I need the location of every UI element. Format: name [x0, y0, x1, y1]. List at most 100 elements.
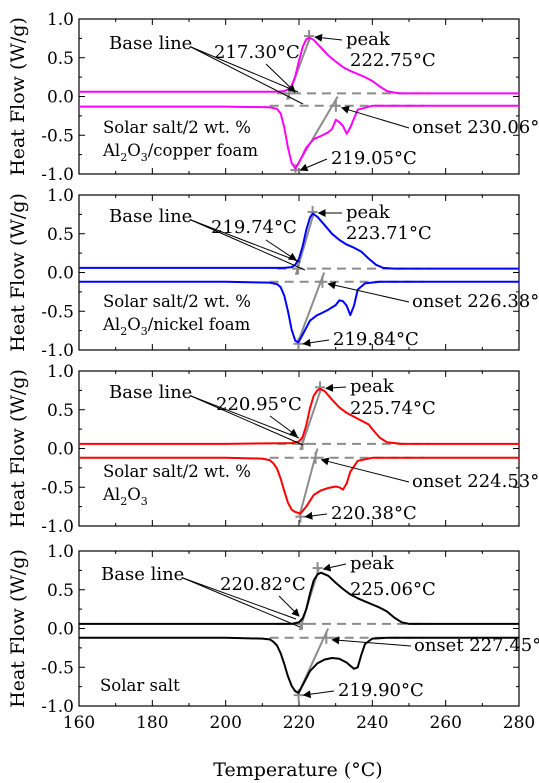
- y-tick-label: 1.0: [47, 10, 74, 30]
- sample-label-line: Al2O3/nickel foam: [102, 315, 251, 338]
- baseline-pointer: [190, 395, 300, 439]
- y-tick-label: -0.5: [41, 478, 74, 498]
- y-tick-label: 0.5: [47, 225, 74, 245]
- y-tick-label: 1.0: [47, 542, 74, 562]
- series-line-cooling: [79, 104, 519, 170]
- cooling-onset-label: onset 227.45°C: [414, 635, 539, 656]
- cooling-onset-arrow: [331, 636, 412, 647]
- y-tick-label: 1.0: [47, 186, 74, 206]
- heating-peak-label: 225.06°C: [350, 579, 436, 600]
- baseline-label: Base line: [109, 206, 192, 227]
- heating-onset-label: 219.74°C: [211, 217, 297, 238]
- sample-label-line: Solar salt: [100, 676, 180, 695]
- sample-label-line: Al2O3/copper foam: [102, 141, 258, 164]
- cooling-tangent-line: [298, 448, 319, 517]
- heating-onset-arrow: [265, 239, 297, 261]
- x-axis-label: Temperature (°C): [213, 759, 382, 781]
- cooling-onset-label: onset 224.53°C: [412, 471, 539, 492]
- cooling-peak-arrow: [304, 511, 328, 520]
- heating-onset-arrow: [265, 63, 296, 93]
- heating-onset-label: 220.82°C: [220, 574, 306, 595]
- y-tick-label: 0.0: [47, 620, 74, 640]
- heating-peak-label: 223.71°C: [346, 223, 432, 244]
- heating-peak-label: 222.75°C: [350, 50, 436, 71]
- y-tick-label: -1.0: [41, 165, 74, 185]
- cooling-onset-arrow: [320, 457, 410, 483]
- chart-panel-3: 1.0 0.5 0.0 -0.5 -1.0 Heat Flow (W/g) Base lin…: [7, 362, 539, 537]
- y-axis-label: Heat Flow (W/g): [7, 193, 29, 352]
- heating-tangent-line: [299, 386, 323, 451]
- cooling-onset-arrow: [340, 105, 410, 129]
- cooling-onset-arrow: [327, 281, 410, 303]
- baseline-pointer: [182, 577, 301, 628]
- x-tick-label: 260: [429, 713, 461, 733]
- chart-panel-4: 160 180 200 220 240 260 280 1.0 0.5 0.0 -0.5 -1.0 He…: [7, 542, 539, 733]
- baseline-pointer: [190, 395, 304, 446]
- cooling-peak-label: 219.84°C: [333, 329, 419, 350]
- baseline-label: Base line: [101, 564, 184, 585]
- y-tick-label: 0.5: [47, 49, 74, 69]
- series-group: [79, 571, 519, 694]
- heating-onset-label: 217.30°C: [214, 42, 300, 63]
- baseline-label: Base line: [109, 33, 192, 54]
- x-tick-label: 180: [136, 713, 168, 733]
- y-tick-label: 0.0: [47, 440, 74, 460]
- cooling-tangent-line: [296, 272, 326, 345]
- x-tick-label: 220: [283, 713, 315, 733]
- heating-peak-arrow: [314, 33, 343, 42]
- series-line-cooling: [79, 280, 519, 344]
- y-axis-label: Heat Flow (W/g): [7, 17, 29, 176]
- heating-peak-arrow: [322, 563, 347, 572]
- y-tick-label: -0.5: [41, 126, 74, 146]
- y-tick-label: -1.0: [41, 341, 74, 361]
- heating-peak-label: 225.74°C: [350, 398, 436, 419]
- y-tick-label: 1.0: [47, 362, 74, 382]
- y-tick-label: 0.0: [47, 264, 74, 284]
- heating-onset-arrow: [278, 595, 300, 617]
- y-tick-label: -1.0: [41, 517, 74, 537]
- series-line-heating: [79, 571, 519, 625]
- heating-peak-word: peak: [346, 202, 391, 223]
- cooling-peak-label: 220.38°C: [331, 503, 417, 524]
- sample-label-line: Al2O3: [102, 485, 148, 508]
- y-tick-label: 0.5: [47, 581, 74, 601]
- sample-label-line: Solar salt/2 wt. %: [103, 292, 251, 311]
- heating-peak-word: peak: [346, 29, 391, 50]
- y-tick-label: -0.5: [41, 302, 74, 322]
- cooling-peak-label: 219.90°C: [338, 680, 424, 701]
- y-tick-label: 0.5: [47, 401, 74, 421]
- series-line-heating: [79, 387, 519, 445]
- sample-label-line: Solar salt/2 wt. %: [103, 118, 251, 137]
- chart-panel-1: 1.0 0.5 0.0 -0.5 -1.0 Heat Flow (W/g) Base lin…: [7, 10, 539, 185]
- cooling-peak-label: 219.05°C: [331, 148, 417, 169]
- chart-panel-2: 1.0 0.5 0.0 -0.5 -1.0 Heat Flow (W/g) Base lin…: [7, 186, 539, 361]
- series-group: [79, 387, 519, 515]
- baseline-pointer: [190, 219, 306, 271]
- y-tick-label: 0.0: [47, 88, 74, 108]
- heating-onset-arrow: [269, 415, 298, 437]
- series-group: [79, 212, 519, 344]
- baseline-pointer: [190, 46, 304, 105]
- heating-peak-word: peak: [350, 376, 395, 397]
- y-axis-label: Heat Flow (W/g): [7, 369, 29, 528]
- cooling-peak-arrow: [302, 338, 330, 347]
- x-tick-label: 160: [63, 713, 95, 733]
- heating-onset-label: 220.95°C: [216, 394, 302, 415]
- baseline-pointer: [190, 46, 299, 93]
- series-line-cooling: [79, 456, 519, 515]
- y-tick-label: -0.5: [41, 658, 74, 678]
- baseline-pointer: [190, 219, 301, 263]
- y-tick-label: -1.0: [41, 697, 74, 717]
- series-line-cooling: [79, 636, 519, 694]
- x-tick-label: 240: [356, 713, 388, 733]
- cooling-onset-label: onset 226.38°C: [412, 291, 539, 312]
- heating-peak-word: peak: [350, 553, 395, 574]
- cooling-peak-arrow: [299, 158, 328, 172]
- baseline-pointer: [182, 577, 297, 620]
- y-axis-label: Heat Flow (W/g): [7, 549, 29, 708]
- x-tick-label: 280: [503, 713, 535, 733]
- cooling-peak-arrow: [302, 690, 335, 699]
- heating-peak-arrow: [325, 383, 347, 392]
- baseline-label: Base line: [109, 382, 192, 403]
